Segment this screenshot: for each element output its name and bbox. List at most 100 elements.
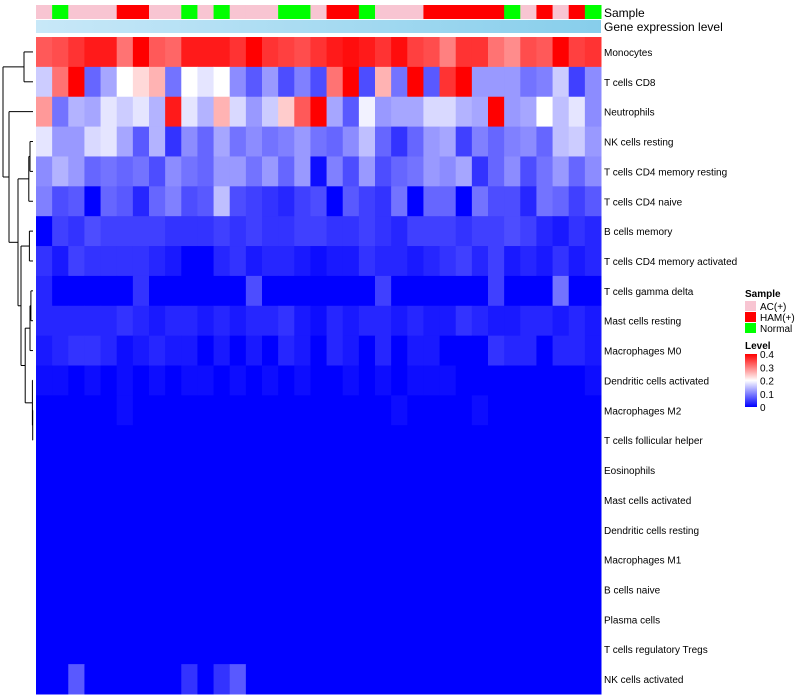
heatmap-cell: [536, 216, 554, 247]
heatmap-cell: [455, 544, 473, 576]
heatmap-cell: [455, 664, 473, 695]
heatmap-cell: [84, 574, 102, 605]
heatmap-cell: [375, 305, 392, 337]
heatmap-cell: [423, 455, 441, 486]
heatmap-cell: [132, 574, 150, 605]
heatmap-cell: [520, 37, 537, 68]
heatmap-cell: [213, 514, 231, 546]
heatmap-cell: [197, 395, 215, 426]
heatmap-cell: [391, 186, 408, 217]
heatmap-cell: [568, 156, 586, 187]
heatmap-cell: [116, 216, 134, 247]
heatmap-cell: [423, 96, 441, 128]
heatmap-cell: [504, 574, 521, 605]
heatmap-cell: [342, 514, 360, 546]
heatmap-cell: [584, 544, 602, 576]
legend-sample-title: Sample: [745, 289, 781, 300]
heatmap-cell: [439, 484, 457, 516]
heatmap-cell: [488, 335, 505, 366]
heatmap-cell: [294, 425, 311, 456]
heatmap-cell: [326, 514, 344, 546]
expression-gradient-bar: [36, 20, 601, 33]
heatmap-cell: [294, 126, 311, 157]
heatmap-cell: [36, 246, 53, 277]
heatmap-cell: [536, 574, 554, 605]
heatmap-cell: [375, 126, 392, 157]
heatmap-cell: [536, 544, 554, 576]
heatmap-cell: [552, 186, 570, 217]
heatmap-cell: [181, 246, 198, 277]
heatmap-cell: [471, 246, 489, 277]
heatmap-cell: [536, 514, 554, 546]
heatmap-cell: [439, 365, 457, 396]
heatmap-cell: [294, 395, 311, 426]
heatmap-cell: [278, 305, 295, 337]
heatmap-cell: [36, 425, 53, 456]
heatmap-cell: [568, 664, 586, 695]
heatmap-cell: [116, 96, 134, 128]
heatmap-cell: [471, 186, 489, 217]
heatmap-cell: [197, 634, 215, 665]
heatmap-cell: [536, 664, 554, 695]
heatmap-cell: [391, 425, 408, 456]
sample-cell: [488, 5, 505, 19]
heatmap-cell: [520, 275, 537, 307]
heatmap-cell: [504, 126, 521, 157]
heatmap-cell: [132, 395, 150, 426]
heatmap-cell: [68, 365, 85, 396]
sample-cell: [262, 5, 279, 19]
heatmap-cell: [504, 37, 521, 68]
heatmap-cell: [407, 37, 424, 68]
heatmap-cell: [471, 574, 489, 605]
heatmap-cell: [165, 216, 182, 247]
heatmap-cell: [568, 425, 586, 456]
legend-level-tick-label: 0.1: [760, 390, 774, 401]
heatmap-cell: [326, 37, 344, 68]
heatmap-cell: [181, 604, 198, 635]
heatmap-cell: [84, 604, 102, 635]
heatmap-cell: [245, 66, 263, 98]
heatmap-cell: [391, 455, 408, 486]
heatmap-cell: [132, 634, 150, 665]
heatmap-cell: [536, 634, 554, 665]
legend-level-tick-label: 0.3: [760, 363, 774, 374]
heatmap-cell: [504, 425, 521, 456]
heatmap-cell: [455, 37, 473, 68]
heatmap-cell: [310, 425, 328, 456]
heatmap-cell: [358, 484, 376, 516]
heatmap-cell: [262, 484, 279, 516]
row-label: T cells regulatory Tregs: [604, 645, 708, 656]
sample-cell: [229, 5, 247, 19]
heatmap-cell: [439, 156, 457, 187]
heatmap-cell: [149, 544, 166, 576]
heatmap-cell: [455, 335, 473, 366]
heatmap-cell: [552, 37, 570, 68]
heatmap-cell: [504, 156, 521, 187]
heatmap-cell: [568, 365, 586, 396]
heatmap-cell: [294, 484, 311, 516]
heatmap-cell: [213, 604, 231, 635]
heatmap-cell: [342, 634, 360, 665]
heatmap-cell: [149, 604, 166, 635]
heatmap-cell: [84, 395, 102, 426]
heatmap-cell: [520, 216, 537, 247]
sample-cell: [504, 5, 521, 19]
heatmap-cell: [471, 634, 489, 665]
heatmap-cell: [197, 604, 215, 635]
heatmap-cell: [423, 425, 441, 456]
heatmap-cell: [197, 514, 215, 546]
heatmap-cell: [584, 216, 602, 247]
heatmap-cell: [181, 634, 198, 665]
heatmap-cell: [423, 484, 441, 516]
heatmap-cell: [375, 96, 392, 128]
sample-cell: [358, 5, 376, 19]
heatmap-cell: [165, 395, 182, 426]
heatmap-cell: [310, 66, 328, 98]
heatmap-cell: [213, 246, 231, 277]
heatmap-cell: [84, 484, 102, 516]
heatmap-cell: [52, 574, 69, 605]
sample-annotation-bar: [36, 5, 602, 19]
heatmap-cell: [455, 484, 473, 516]
heatmap-cell: [84, 365, 102, 396]
row-label: Dendritic cells activated: [604, 376, 709, 387]
